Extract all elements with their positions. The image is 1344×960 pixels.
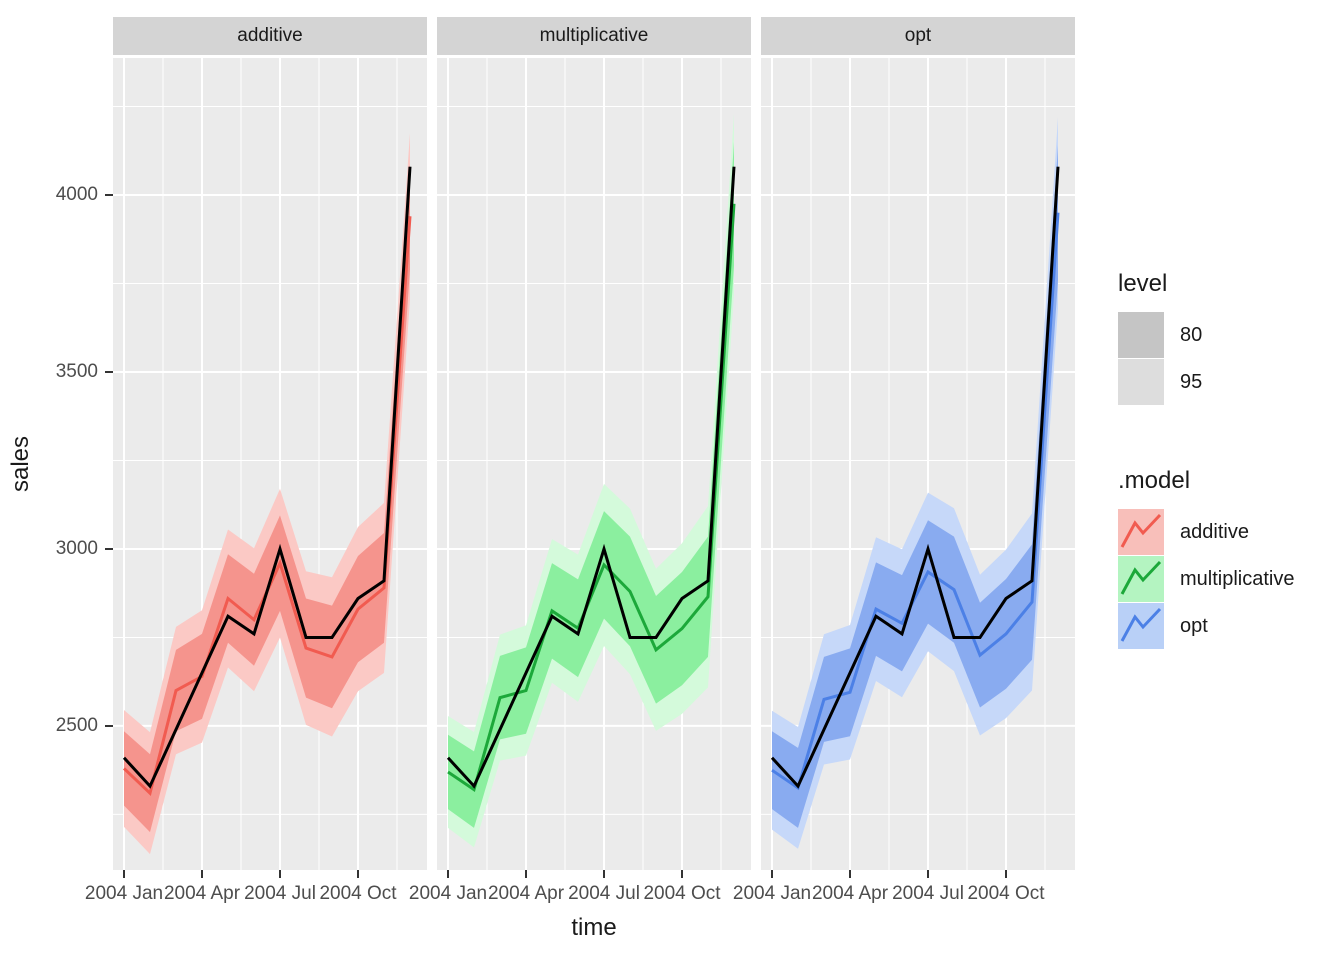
legend-group-level: level 80 95: [1118, 270, 1344, 405]
x-tick-label: 2004 Jul: [892, 883, 964, 904]
y-tick-mark: [105, 547, 113, 550]
panel-multiplicative: [437, 58, 751, 870]
y-tick-mark: [105, 370, 113, 373]
legend-level-title: level: [1118, 270, 1168, 297]
x-tick-mark: [1005, 870, 1007, 878]
x-tick-mark: [771, 870, 773, 878]
x-tick-mark: [849, 870, 851, 878]
zigzag-line-icon: [1118, 509, 1164, 555]
y-tick-label: 2500: [55, 714, 98, 736]
actual-sales-line: [770, 166, 1060, 789]
legend-group-model: .model additive multiplicative opt: [1118, 467, 1344, 649]
x-tick-mark: [603, 870, 605, 878]
x-tick-mark: [447, 870, 449, 878]
forecast-mean-line-multiplicative: [447, 203, 736, 793]
ribbon: [124, 163, 410, 833]
legend-item-level-95: 95: [1118, 359, 1344, 405]
x-tick-mark: [927, 870, 929, 878]
model-opt-key-icon: [1118, 603, 1164, 649]
x-tick-label: 2004 Jul: [244, 883, 316, 904]
x-tick-label: 2004 Jul: [568, 883, 640, 904]
legend-item-label: multiplicative: [1180, 567, 1295, 590]
x-tick-mark: [279, 870, 281, 878]
facet-strip-multiplicative: multiplicative: [437, 17, 751, 55]
legend-item-model-additive: additive: [1118, 509, 1344, 555]
x-tick-label: 2004 Oct: [319, 883, 397, 904]
legend-item-model-multiplicative: multiplicative: [1118, 556, 1344, 602]
legend-item-label: opt: [1180, 614, 1208, 637]
x-tick-label: 2004 Jan: [732, 883, 812, 904]
x-tick-label: 2004 Oct: [643, 883, 721, 904]
y-axis-title: sales: [7, 435, 35, 493]
x-tick-mark: [525, 870, 527, 878]
x-tick-label: 2004 Apr: [487, 883, 565, 904]
legend-item-model-opt: opt: [1118, 603, 1344, 649]
actual-sales-line: [446, 166, 736, 789]
model-multiplicative-key-icon: [1118, 556, 1164, 602]
x-tick-mark: [123, 870, 125, 878]
y-tick-label: 3500: [55, 360, 98, 382]
facet-strip-label: additive: [237, 25, 303, 46]
facet-strip-opt: opt: [761, 17, 1075, 55]
legend: level 80 95 .model additive multiplicati…: [1118, 270, 1344, 650]
y-tick-mark: [105, 193, 113, 196]
forecast-mean-line-opt: [771, 212, 1060, 791]
facet-strip-label: opt: [904, 25, 932, 46]
x-tick-label: 2004 Oct: [967, 883, 1045, 904]
x-tick-label: 2004 Apr: [163, 883, 241, 904]
zigzag-line-icon: [1118, 603, 1164, 649]
facet-strip-label: multiplicative: [539, 25, 649, 46]
x-tick-mark: [201, 870, 203, 878]
legend-item-label: 80: [1180, 323, 1203, 346]
model-additive-key-icon: [1118, 509, 1164, 555]
x-tick-mark: [357, 870, 359, 878]
zigzag-line-icon: [1118, 556, 1164, 602]
x-tick-label: 2004 Apr: [811, 883, 889, 904]
y-tick-label: 3000: [55, 537, 98, 559]
legend-item-label: 95: [1180, 370, 1203, 393]
x-tick-mark: [681, 870, 683, 878]
level-95-swatch: [1118, 359, 1164, 405]
ribbon: [448, 141, 734, 828]
legend-item-label: additive: [1180, 520, 1249, 543]
x-tick-label: 2004 Jan: [84, 883, 164, 904]
y-tick-label: 4000: [55, 183, 98, 205]
ribbon: [772, 145, 1058, 828]
legend-item-level-80: 80: [1118, 312, 1344, 358]
panel-opt: [761, 58, 1075, 870]
x-tick-label: 2004 Jan: [408, 883, 488, 904]
level-80-swatch: [1118, 312, 1164, 358]
panel-additive: [113, 58, 427, 870]
actual-sales-line: [122, 166, 412, 789]
y-tick-mark: [105, 724, 113, 727]
legend-model-title: .model: [1118, 467, 1191, 494]
x-axis-title: time: [571, 914, 617, 941]
facet-strip-additive: additive: [113, 17, 427, 55]
